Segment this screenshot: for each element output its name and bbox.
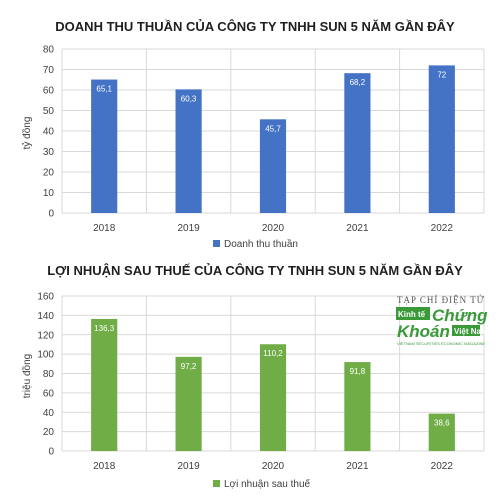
y-tick-label: 100 [37, 350, 54, 361]
logo-green-box-1 [396, 307, 430, 320]
revenue-data-labels: 65,1 60,3 45,7 68,2 72 [96, 70, 446, 133]
y-tick-label: 10 [43, 188, 55, 199]
bar [259, 344, 287, 451]
x-tick-label: 2020 [262, 223, 285, 234]
x-tick-label: 2018 [93, 223, 116, 234]
y-tick-label: 0 [48, 209, 54, 220]
profit-chart-title: LỢI NHUẬN SAU THUẾ CỦA CÔNG TY TNHH SUN … [47, 263, 463, 278]
revenue-legend-swatch [213, 240, 220, 247]
bar-value-label: 45,7 [265, 124, 281, 133]
x-tick-label: 2019 [177, 461, 200, 472]
bar [344, 362, 371, 451]
y-tick-label: 50 [43, 106, 55, 117]
y-tick-label: 70 [43, 65, 55, 76]
bar-value-label: 91,8 [350, 367, 366, 376]
bar-value-label: 136,3 [94, 324, 115, 333]
y-tick-label: 20 [43, 427, 55, 438]
profit-legend-swatch [213, 480, 220, 487]
profit-x-ticks: 2018 2019 2020 2021 2022 [93, 461, 453, 472]
y-tick-label: 40 [43, 408, 55, 419]
bar [175, 356, 202, 451]
profit-legend-label: Lợi nhuận sau thuế [224, 478, 311, 490]
bar-value-label: 60,3 [181, 94, 197, 103]
profit-legend: Lợi nhuận sau thuế [213, 478, 311, 490]
profit-data-labels: 136,3 97,2 110,2 91,8 38,6 [94, 324, 450, 428]
profit-y-axis-label: triệu đồng [21, 354, 33, 398]
revenue-x-ticks: 2018 2019 2020 2021 2022 [93, 223, 453, 234]
y-tick-label: 20 [43, 168, 55, 179]
logo-chung: Chứng [432, 306, 488, 325]
revenue-chart: DOANH THU THUẦN CỦA CÔNG TY TNHH SUN 5 N… [21, 19, 485, 250]
bar-value-label: 72 [437, 70, 446, 79]
bar [91, 318, 118, 451]
revenue-legend: Doanh thu thuần [213, 238, 298, 250]
bar [175, 89, 202, 213]
bar [259, 119, 287, 213]
logo-khoan: Khoán [397, 322, 450, 341]
x-tick-label: 2020 [262, 461, 285, 472]
logo-kinh-te: Kinh tế [398, 310, 426, 319]
x-tick-label: 2021 [346, 223, 369, 234]
bar [344, 73, 371, 213]
profit-y-ticks: 0 20 40 60 80 100 120 140 160 [37, 292, 54, 458]
revenue-legend-label: Doanh thu thuần [224, 238, 298, 250]
logo-viet-nam: Việt Nam [454, 327, 488, 336]
bar-value-label: 110,2 [263, 349, 283, 358]
x-tick-label: 2022 [431, 223, 454, 234]
logo-subtitle: VIETNAM SECURITIES ECONOMIC MAGAZINE [397, 341, 485, 346]
revenue-chart-title: DOANH THU THUẦN CỦA CÔNG TY TNHH SUN 5 N… [55, 19, 455, 34]
y-tick-label: 160 [37, 292, 54, 303]
bar-value-label: 97,2 [181, 362, 197, 371]
profit-bars [91, 318, 455, 451]
bar [91, 79, 118, 213]
y-tick-label: 80 [43, 369, 55, 380]
y-tick-label: 80 [43, 45, 55, 56]
y-tick-label: 40 [43, 127, 55, 138]
revenue-y-axis-label: tỷ đồng [21, 117, 33, 150]
revenue-y-ticks: 0 10 20 30 40 50 60 70 80 [43, 45, 55, 220]
profit-chart: LỢI NHUẬN SAU THUẾ CỦA CÔNG TY TNHH SUN … [21, 263, 485, 490]
y-tick-label: 30 [43, 147, 55, 158]
magazine-logo: TẠP CHÍ ĐIỆN TỬ Kinh tế Chứng Khoán Việt… [396, 295, 488, 346]
logo-green-box-2 [452, 325, 480, 336]
bar-value-label: 65,1 [96, 85, 112, 94]
x-tick-label: 2021 [346, 461, 369, 472]
revenue-bars [91, 65, 455, 214]
bar-value-label: 38,6 [434, 419, 450, 428]
bar-value-label: 68,2 [350, 78, 366, 87]
y-tick-label: 60 [43, 86, 55, 97]
bar [428, 65, 455, 214]
bar [428, 413, 455, 451]
x-tick-label: 2018 [93, 461, 116, 472]
y-tick-label: 120 [37, 330, 54, 341]
x-tick-label: 2022 [431, 461, 454, 472]
x-tick-label: 2019 [177, 223, 200, 234]
logo-top-text: TẠP CHÍ ĐIỆN TỬ [397, 295, 485, 305]
y-tick-label: 60 [43, 388, 55, 399]
y-tick-label: 140 [37, 311, 54, 322]
y-tick-label: 0 [48, 447, 54, 458]
